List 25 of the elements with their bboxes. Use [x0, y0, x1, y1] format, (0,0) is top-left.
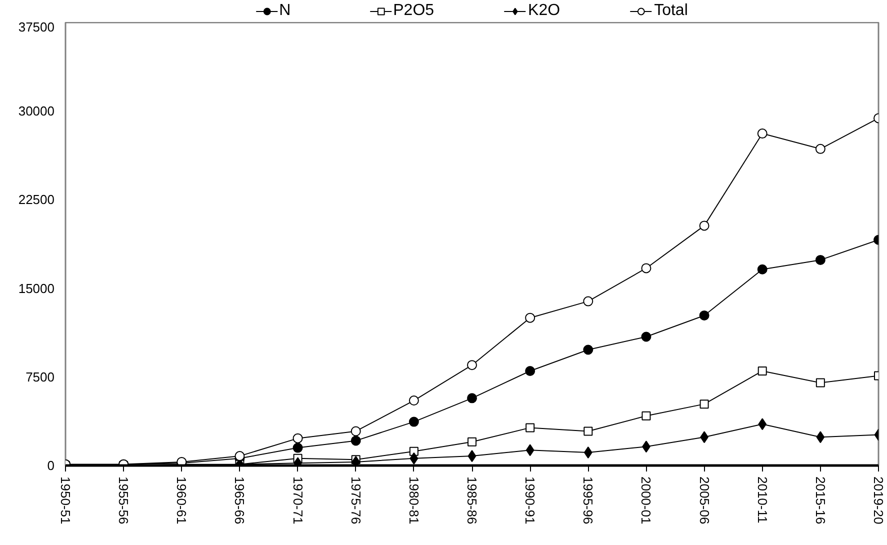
x-tick-label: 1985-86: [464, 476, 480, 524]
y-tick-label: 37500: [18, 20, 55, 34]
legend-label: Total: [654, 2, 688, 20]
x-tick-label: 2000-01: [638, 476, 654, 524]
x-tick-label: 1950-51: [58, 476, 73, 524]
legend-label: N: [279, 2, 292, 20]
legend-label: K2O: [528, 2, 560, 20]
y-tick-label: 7500: [26, 369, 54, 384]
x-tick-label: 1970-71: [290, 476, 306, 524]
legend-label: P2O5: [393, 2, 434, 20]
x-tick-label: 1960-61: [174, 476, 190, 524]
x-tick-label: 1965-66: [232, 476, 248, 524]
x-tick-label: 1990-91: [522, 476, 538, 524]
x-tick-label: 1980-81: [406, 476, 422, 524]
x-tick-label: 2010-11: [754, 476, 770, 524]
x-tick-label: 2005-06: [696, 476, 712, 524]
x-tick-label: 1995-96: [580, 476, 596, 524]
y-tick-label: 0: [47, 458, 55, 473]
x-tick-label: 1955-56: [116, 476, 132, 524]
y-tick-label: 22500: [18, 192, 55, 208]
x-tick-label: 1975-76: [348, 476, 364, 524]
x-tick-label: 2015-16: [812, 476, 828, 524]
x-tick-label: 2019-20: [871, 476, 886, 524]
y-tick-label: 30000: [18, 104, 55, 119]
y-tick-label: 15000: [18, 280, 55, 296]
